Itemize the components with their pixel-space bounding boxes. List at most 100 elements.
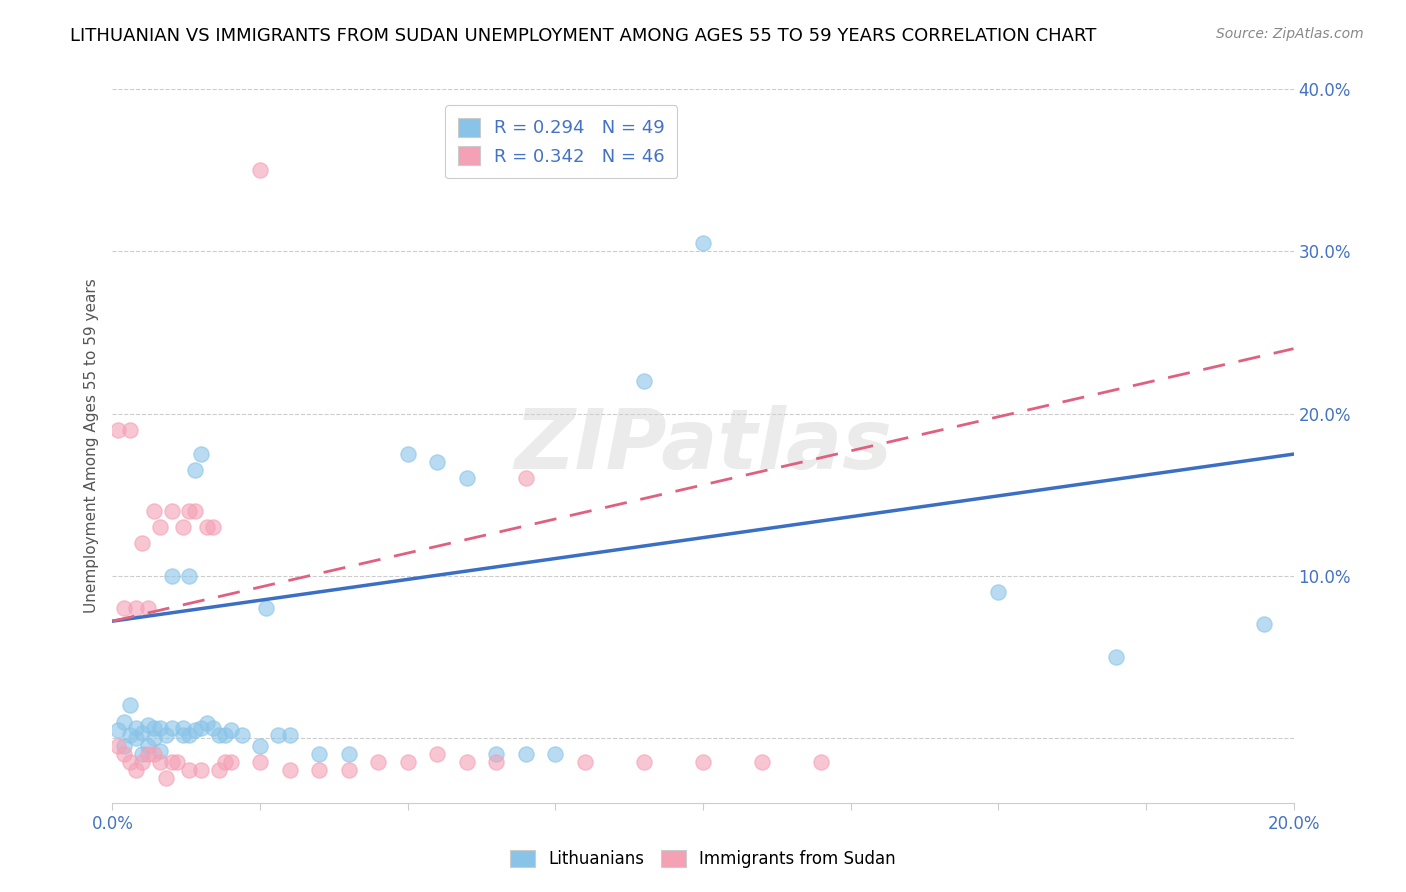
Point (308, 747, 330, 761)
Point (214, 728, 236, 742)
Point (214, 756, 236, 770)
Point (125, 731, 148, 745)
Point (120, 423, 142, 437)
Point (337, 747, 360, 761)
Point (136, 747, 159, 761)
Point (136, 601, 159, 615)
Point (112, 601, 135, 615)
Point (125, 721, 148, 735)
Point (149, 756, 172, 770)
Point (515, 747, 537, 761)
Point (278, 764, 301, 778)
Point (249, 739, 271, 753)
Point (125, 601, 148, 615)
Point (131, 726, 153, 740)
Point (208, 764, 231, 778)
Point (172, 520, 194, 534)
Legend: Lithuanians, Immigrants from Sudan: Lithuanians, Immigrants from Sudan (503, 843, 903, 875)
Point (633, 374, 655, 388)
Point (142, 504, 165, 518)
Point (987, 585, 1010, 599)
Point (208, 728, 231, 742)
Point (179, 568, 201, 582)
Point (155, 728, 177, 742)
Point (184, 504, 207, 518)
Point (131, 747, 153, 761)
Point (426, 455, 449, 469)
Point (396, 756, 419, 770)
Point (172, 721, 194, 735)
Point (1105, 649, 1128, 664)
Point (149, 744, 172, 758)
Point (160, 756, 183, 770)
Point (485, 747, 508, 761)
Text: LITHUANIAN VS IMMIGRANTS FROM SUDAN UNEMPLOYMENT AMONG AGES 55 TO 59 YEARS CORRE: LITHUANIAN VS IMMIGRANTS FROM SUDAN UNEM… (70, 27, 1097, 45)
Point (810, 756, 832, 770)
Point (172, 728, 194, 742)
Point (249, 756, 271, 770)
Y-axis label: Unemployment Among Ages 55 to 59 years: Unemployment Among Ages 55 to 59 years (83, 278, 98, 614)
Point (131, 756, 153, 770)
Point (426, 747, 449, 761)
Point (751, 756, 773, 770)
Point (184, 723, 207, 737)
Point (692, 756, 714, 770)
Point (160, 721, 183, 735)
Point (231, 728, 253, 742)
Point (633, 756, 655, 770)
Point (190, 447, 212, 461)
Point (131, 536, 153, 550)
Point (112, 739, 135, 753)
Point (142, 747, 165, 761)
Point (112, 714, 135, 729)
Point (254, 601, 277, 615)
Point (249, 163, 271, 178)
Point (120, 756, 142, 770)
Point (267, 728, 290, 742)
Point (142, 721, 165, 735)
Text: Source: ZipAtlas.com: Source: ZipAtlas.com (1216, 27, 1364, 41)
Point (515, 471, 537, 485)
Point (160, 504, 183, 518)
Point (155, 772, 177, 786)
Point (367, 756, 389, 770)
Point (179, 728, 201, 742)
Point (136, 739, 159, 753)
Point (219, 723, 242, 737)
Point (337, 764, 360, 778)
Point (166, 756, 188, 770)
Point (160, 568, 183, 582)
Point (107, 739, 129, 753)
Point (195, 716, 218, 731)
Point (278, 728, 301, 742)
Point (396, 447, 419, 461)
Point (201, 520, 224, 534)
Point (201, 721, 224, 735)
Point (485, 756, 508, 770)
Point (1253, 617, 1275, 632)
Point (149, 520, 172, 534)
Point (179, 504, 201, 518)
Point (142, 731, 165, 745)
Point (149, 721, 172, 735)
Point (120, 728, 142, 742)
Point (195, 520, 218, 534)
Point (219, 756, 242, 770)
Point (120, 698, 142, 713)
Point (107, 723, 129, 737)
Point (125, 764, 148, 778)
Point (190, 721, 212, 735)
Point (190, 764, 212, 778)
Point (184, 463, 207, 477)
Point (456, 471, 478, 485)
Point (136, 718, 159, 732)
Point (107, 423, 129, 437)
Legend: R = 0.294   N = 49, R = 0.342   N = 46: R = 0.294 N = 49, R = 0.342 N = 46 (446, 105, 678, 178)
Point (692, 236, 714, 251)
Point (574, 756, 596, 770)
Point (179, 764, 201, 778)
Point (112, 747, 135, 761)
Point (456, 756, 478, 770)
Text: ZIPatlas: ZIPatlas (515, 406, 891, 486)
Point (544, 747, 567, 761)
